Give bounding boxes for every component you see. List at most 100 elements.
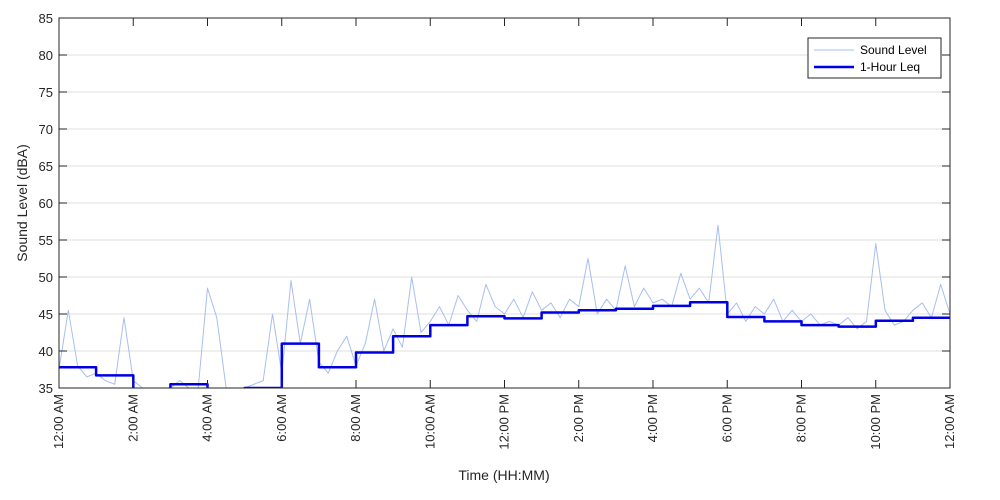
- sound-level-point: [745, 321, 746, 322]
- sound-level-point: [625, 265, 626, 266]
- sound-level-point: [207, 288, 208, 289]
- sound-level-point: [105, 380, 106, 381]
- sound-level-point: [680, 273, 681, 274]
- sound-level-point: [662, 299, 663, 300]
- sound-level-point: [328, 373, 329, 374]
- y-tick-label: 60: [39, 196, 53, 211]
- sound-level-point: [68, 310, 69, 311]
- leq-step-point: [652, 308, 653, 309]
- leq-step-point: [912, 317, 913, 318]
- legend-box: [807, 37, 942, 79]
- sound-level-point: [495, 306, 496, 307]
- leq-step-point: [244, 391, 245, 392]
- leq-step-point: [467, 325, 468, 326]
- sound-level-point: [532, 291, 533, 292]
- leq-step-point: [615, 310, 616, 311]
- legend-label-sound-level: Sound Level: [860, 43, 927, 57]
- sound-level-point: [717, 225, 718, 226]
- leq-step-point: [838, 326, 839, 327]
- y-tick-label: 75: [39, 85, 53, 100]
- sound-level-point: [597, 313, 598, 314]
- y-tick-label: 35: [39, 381, 53, 396]
- x-tick-label: 4:00 AM: [200, 394, 215, 442]
- sound-level-point: [430, 321, 431, 322]
- leq-step-point: [430, 325, 431, 326]
- sound-level-point: [365, 343, 366, 344]
- sound-level-point: [550, 302, 551, 303]
- sound-level-point: [420, 332, 421, 333]
- sound-level-point: [857, 328, 858, 329]
- sound-level-point: [263, 380, 264, 381]
- leq-step-point: [875, 320, 876, 321]
- leq-step-point: [504, 318, 505, 319]
- leq-step-point: [133, 391, 134, 392]
- leq-step-point: [764, 316, 765, 317]
- sound-level-point: [374, 299, 375, 300]
- y-tick-label: 45: [39, 307, 53, 322]
- sound-level-point: [773, 299, 774, 300]
- sound-level-point: [253, 384, 254, 385]
- leq-step-point: [690, 305, 691, 306]
- leq-step-point: [504, 316, 505, 317]
- leq-step-point: [393, 352, 394, 353]
- sound-level-point: [290, 280, 291, 281]
- leq-step-point: [318, 343, 319, 344]
- leq-step-line: [59, 300, 950, 388]
- sound-level-point: [179, 380, 180, 381]
- sound-level-point: [411, 276, 412, 277]
- leq-step-point: [393, 336, 394, 337]
- x-tick-label: 2:00 AM: [125, 394, 140, 442]
- sound-level-point: [216, 317, 217, 318]
- sound-level-point: [736, 302, 737, 303]
- sound-level-point: [847, 317, 848, 318]
- leq-step-point: [467, 316, 468, 317]
- x-tick-label: 12:00 AM: [51, 394, 66, 449]
- sound-level-point: [467, 310, 468, 311]
- sound-level-point: [485, 284, 486, 285]
- x-axis-label: Time (HH:MM): [458, 467, 549, 483]
- sound-level-point: [346, 336, 347, 337]
- leq-step-point: [801, 321, 802, 322]
- sound-level-point: [764, 313, 765, 314]
- sound-level-point: [560, 317, 561, 318]
- sound-level-point: [829, 321, 830, 322]
- leq-step-point: [541, 312, 542, 313]
- sound-level-point: [402, 347, 403, 348]
- legend-label-1-hour-leq: 1-Hour Leq: [860, 60, 920, 74]
- leq-step-point: [801, 325, 802, 326]
- y-tick-label: 70: [39, 122, 53, 137]
- series-layer: [59, 224, 950, 392]
- y-axis-label: Sound Level (dBA): [14, 144, 30, 262]
- x-tick-label: 12:00 PM: [497, 394, 512, 450]
- leq-step-point: [838, 325, 839, 326]
- sound-level-point: [792, 310, 793, 311]
- x-tick-label: 8:00 AM: [348, 394, 363, 442]
- sound-level-point: [458, 295, 459, 296]
- leq-step-point: [727, 316, 728, 317]
- sound-level-point: [272, 313, 273, 314]
- sound-level-point: [393, 328, 394, 329]
- sound-level-point: [578, 306, 579, 307]
- sound-level-point: [884, 310, 885, 311]
- sound-level-point: [699, 288, 700, 289]
- sound-level-point: [513, 299, 514, 300]
- sound-level-point: [337, 350, 338, 351]
- sound-level-point: [86, 376, 87, 377]
- y-tick-label: 40: [39, 344, 53, 359]
- sound-level-point: [439, 306, 440, 307]
- sound-level-point: [652, 302, 653, 303]
- x-tick-label: 6:00 AM: [274, 394, 289, 442]
- leq-step-point: [727, 302, 728, 303]
- leq-step-point: [96, 367, 97, 368]
- sound-level-point: [875, 243, 876, 244]
- leq-step-point: [615, 308, 616, 309]
- leq-step-point: [96, 375, 97, 376]
- leq-step-point: [207, 391, 208, 392]
- y-tick-label: 80: [39, 48, 53, 63]
- sound-level-point: [309, 299, 310, 300]
- sound-level-point: [940, 284, 941, 285]
- leq-step-point: [355, 352, 356, 353]
- leq-step-point: [652, 305, 653, 306]
- sound-level-point: [810, 313, 811, 314]
